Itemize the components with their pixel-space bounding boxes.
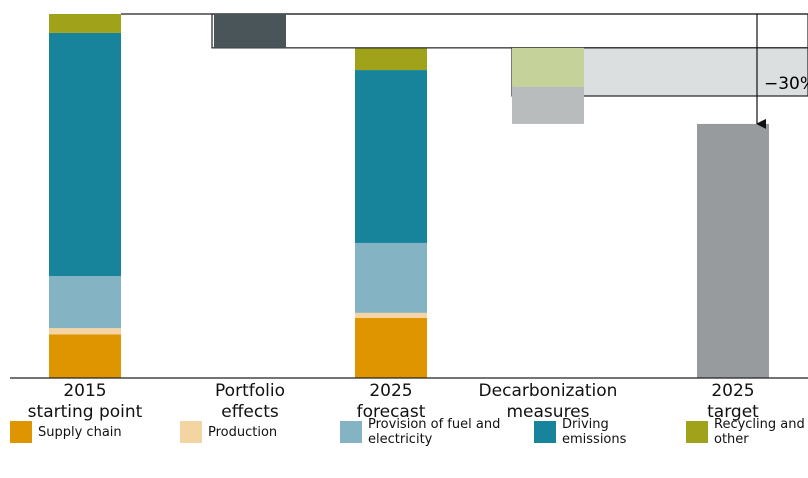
bar <box>697 123 769 378</box>
bar-segment <box>355 70 427 243</box>
x-tick-label-line: 2025 <box>711 381 755 401</box>
x-tick-label: Portfolio effects <box>160 381 340 423</box>
legend-text: Driving emissions <box>562 417 627 447</box>
x-tick-label-line: measures <box>506 402 590 422</box>
legend-label: Supply chain <box>38 425 158 440</box>
legend-swatch <box>10 421 32 443</box>
x-tick-label: 2025 forecast <box>301 381 481 423</box>
legend-label: Driving emissions <box>562 417 662 447</box>
x-tick-label: 2015 starting point <box>0 381 175 423</box>
x-tick-label-line: 2015 <box>63 381 107 401</box>
x-tick-label-line: 2025 <box>369 381 413 401</box>
x-tick-label-line: Decarbonization <box>478 381 618 401</box>
legend-label: Recycling and other <box>714 417 808 447</box>
bar-segment <box>49 276 121 329</box>
x-tick-label: 2025 target <box>643 381 808 423</box>
x-tick-label-line: target <box>707 402 759 422</box>
legend-label: Provision of fuel and electricity <box>368 417 518 447</box>
bar-segment <box>355 317 427 378</box>
x-tick-label-line: effects <box>221 402 279 422</box>
legend-swatch <box>340 421 362 443</box>
annotation: −30% <box>764 74 808 94</box>
legend-text: Production <box>208 424 278 440</box>
legend-text: Recycling and other <box>714 417 805 447</box>
legend-label: Production <box>208 425 318 440</box>
bar-segment <box>49 328 121 335</box>
legend-text: Provision of fuel and electricity <box>368 417 501 447</box>
legend-swatch <box>686 421 708 443</box>
x-tick-label-line: forecast <box>356 402 426 422</box>
x-tick-label-line: starting point <box>27 402 143 422</box>
bar-segment <box>355 242 427 313</box>
connector-box <box>211 13 808 49</box>
bar-decrease <box>512 86 584 124</box>
bar-segment <box>355 312 427 318</box>
bar-segment <box>49 32 121 277</box>
bar-segment <box>355 47 427 71</box>
bar-decrease <box>214 14 286 48</box>
bar-segment <box>49 14 121 33</box>
legend-swatch <box>534 421 556 443</box>
bar-decrease <box>512 47 584 87</box>
bar-segment <box>49 334 121 378</box>
legend-swatch <box>180 421 202 443</box>
legend-text: Supply chain <box>38 424 122 440</box>
x-tick-label-line: Portfolio <box>215 381 285 401</box>
x-tick-label: Decarbonization measures <box>458 381 638 423</box>
